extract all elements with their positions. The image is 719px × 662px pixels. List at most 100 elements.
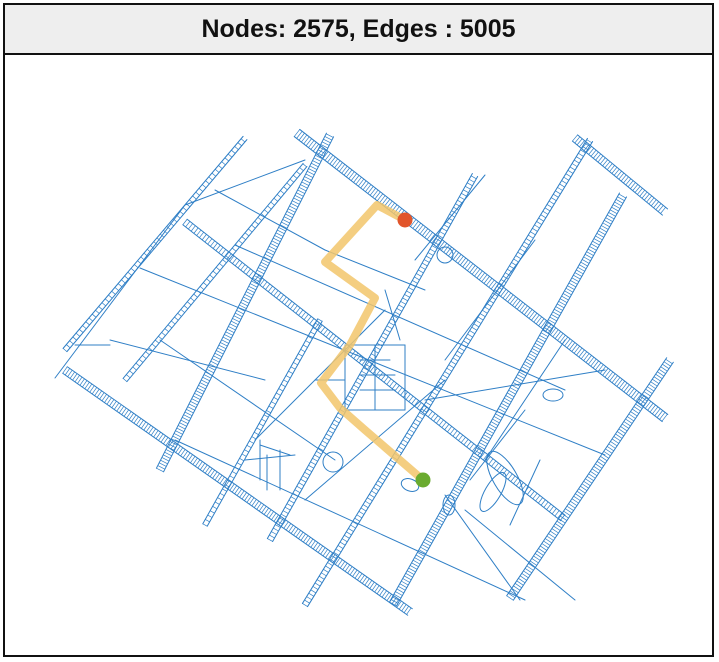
avenue-3-tick <box>396 600 402 608</box>
avenue-1-tick <box>633 391 640 400</box>
avenue-1-tick <box>554 331 561 339</box>
street-8-tick <box>132 366 137 371</box>
avenue-3-tick <box>62 366 68 374</box>
street-4-tick <box>467 463 475 468</box>
avenue-3-tick <box>168 440 174 448</box>
street-1-tick <box>220 342 228 347</box>
street-1-tick <box>225 331 233 336</box>
avenue-3-tick <box>239 490 245 498</box>
street-3-tick <box>544 538 553 544</box>
avenue-3-tick <box>99 392 105 400</box>
avenue-3-tick <box>202 464 208 472</box>
street-3-tick <box>541 543 549 549</box>
avenue-3-tick <box>359 574 365 582</box>
street-1-tick <box>251 280 259 285</box>
street-2-tick <box>282 510 289 514</box>
avenue-2-tick <box>295 307 301 314</box>
avenue-4-tick <box>637 188 643 195</box>
avenue-1-tick <box>445 246 452 255</box>
street-1-tick <box>183 414 191 419</box>
street-5-tick <box>329 558 335 563</box>
street-7-tick <box>222 488 227 492</box>
street-4-tick <box>573 274 581 280</box>
street-5-tick <box>555 190 561 195</box>
avenue-2-tick <box>529 490 535 497</box>
street-4-tick <box>490 421 499 426</box>
street-1-tick <box>283 216 292 221</box>
street-8-tick <box>142 355 147 359</box>
street-5-tick <box>408 429 415 433</box>
avenue-2-tick <box>491 460 497 467</box>
street-5-tick <box>377 480 383 485</box>
street-3-tick <box>638 398 646 404</box>
street-7-tick <box>293 362 298 366</box>
avenue-1-tick <box>483 276 490 284</box>
street-6-tick <box>134 264 139 269</box>
street-3-tick <box>528 563 536 569</box>
street-2-tick <box>457 199 463 204</box>
avenue-1-tick <box>592 360 599 369</box>
street-5-tick <box>550 197 557 202</box>
street-5-tick <box>484 306 490 311</box>
street-3-tick <box>662 363 670 369</box>
street-4-tick <box>474 450 482 455</box>
street-2-tick <box>388 321 395 326</box>
street-8-tick <box>219 263 224 267</box>
street-7-tick <box>249 440 254 444</box>
street-4-tick <box>574 272 582 277</box>
street-5-tick <box>490 296 496 300</box>
street-4-tick <box>499 405 507 411</box>
street-4-tick <box>458 478 466 484</box>
street-5-tick <box>438 381 444 386</box>
street-5-tick <box>509 265 515 270</box>
avenue-1-side-a <box>293 136 663 423</box>
street-5-tick <box>528 234 534 239</box>
street-1-tick <box>211 358 220 363</box>
street-5-tick <box>341 538 348 543</box>
street-5-tick <box>507 268 513 273</box>
street-6-tick <box>101 302 106 307</box>
street-1-tick <box>198 384 206 390</box>
street-7-tick <box>227 479 232 483</box>
street-2-tick <box>310 461 316 466</box>
street-1-tick <box>188 403 197 408</box>
avenue-2-tick <box>403 391 408 398</box>
street-5-tick <box>440 378 446 382</box>
street-3-tick <box>546 535 554 541</box>
street-8-side-b <box>122 162 304 379</box>
end-node-marker[interactable] <box>415 472 431 488</box>
street-5-tick <box>540 214 547 219</box>
avenue-4-tick <box>632 184 639 191</box>
avenue-4-tick <box>595 153 601 161</box>
avenue-3-tick <box>354 571 360 579</box>
street-1-tick <box>243 296 251 301</box>
avenue-4-tick <box>623 176 629 184</box>
avenue-2-tick <box>281 296 287 303</box>
street-6-tick <box>156 237 161 242</box>
avenue-1-tick <box>538 318 545 326</box>
street-3-tick <box>560 515 568 521</box>
street-2-tick <box>419 266 426 270</box>
start-node-marker[interactable] <box>397 212 413 228</box>
street-1-side-b <box>155 132 327 469</box>
street-4-tick <box>559 298 568 303</box>
street-3-tick <box>580 485 588 491</box>
street-6-tick <box>88 317 94 322</box>
avenue-3-tick <box>109 399 115 407</box>
street-5-tick <box>387 463 394 468</box>
street-7-tick <box>244 449 249 453</box>
street-3-tick <box>650 381 658 387</box>
avenue-3-tick <box>234 487 240 495</box>
avenue-1-tick <box>595 362 602 371</box>
graph-title: Nodes: 2575, Edges : 5005 <box>201 14 516 43</box>
street-5-tick <box>442 374 448 379</box>
street-4-tick <box>586 251 594 256</box>
street-4-tick <box>552 311 560 317</box>
street-7-tick <box>263 414 269 418</box>
avenue-3-tick <box>118 406 125 414</box>
street-7-tick <box>283 379 289 383</box>
street-5-tick <box>423 405 429 410</box>
avenue-2-tick <box>471 445 477 452</box>
street-1-tick <box>158 462 167 467</box>
street-4-tick <box>604 219 612 225</box>
